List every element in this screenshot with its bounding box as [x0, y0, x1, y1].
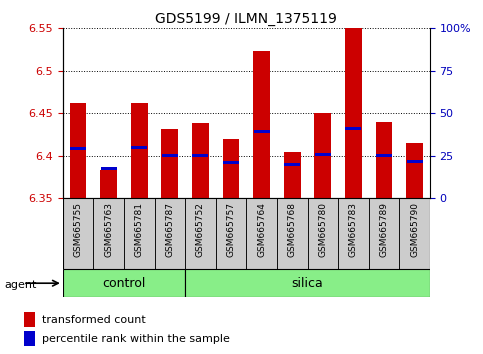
Bar	[314, 113, 331, 198]
Bar	[223, 139, 240, 198]
Bar	[376, 122, 392, 198]
Bar	[155, 198, 185, 269]
Bar	[100, 170, 117, 198]
Bar	[24, 312, 35, 327]
Bar	[407, 160, 423, 163]
Bar	[192, 124, 209, 198]
Bar	[63, 269, 185, 297]
Text: GSM665763: GSM665763	[104, 202, 113, 257]
Text: percentile rank within the sample: percentile rank within the sample	[42, 334, 229, 344]
Text: GSM665752: GSM665752	[196, 202, 205, 257]
Bar	[369, 198, 399, 269]
Bar	[345, 127, 361, 130]
Bar	[185, 198, 216, 269]
Text: GSM665787: GSM665787	[165, 202, 174, 257]
Text: GSM665764: GSM665764	[257, 202, 266, 257]
Text: transformed count: transformed count	[42, 315, 145, 325]
Bar	[100, 167, 117, 170]
Text: control: control	[102, 277, 146, 290]
Text: GSM665780: GSM665780	[318, 202, 327, 257]
Bar	[406, 143, 423, 198]
Bar	[223, 161, 239, 164]
Text: GSM665789: GSM665789	[380, 202, 388, 257]
Bar	[376, 154, 392, 157]
Bar	[162, 154, 178, 157]
Bar	[185, 269, 430, 297]
Bar	[161, 129, 178, 198]
Bar	[216, 198, 246, 269]
Bar	[192, 154, 209, 157]
Bar	[131, 146, 147, 149]
Text: GSM665757: GSM665757	[227, 202, 236, 257]
Bar	[63, 198, 93, 269]
Text: GSM665755: GSM665755	[73, 202, 83, 257]
Bar	[399, 198, 430, 269]
Text: GSM665768: GSM665768	[288, 202, 297, 257]
Bar	[93, 198, 124, 269]
Text: GSM665781: GSM665781	[135, 202, 144, 257]
Bar	[315, 153, 331, 155]
Text: silica: silica	[292, 277, 324, 290]
Bar	[124, 198, 155, 269]
Text: GSM665790: GSM665790	[410, 202, 419, 257]
Bar	[24, 331, 35, 346]
Bar	[246, 198, 277, 269]
Text: GSM665783: GSM665783	[349, 202, 358, 257]
Bar	[70, 103, 86, 198]
Bar	[284, 163, 300, 166]
Bar	[253, 51, 270, 198]
Bar	[254, 131, 270, 133]
Bar	[345, 28, 362, 198]
Bar	[338, 198, 369, 269]
Bar	[284, 152, 300, 198]
Bar	[308, 198, 338, 269]
Text: agent: agent	[5, 280, 37, 290]
Bar	[277, 198, 308, 269]
Bar	[70, 148, 86, 150]
Bar	[131, 103, 148, 198]
Title: GDS5199 / ILMN_1375119: GDS5199 / ILMN_1375119	[156, 12, 337, 26]
